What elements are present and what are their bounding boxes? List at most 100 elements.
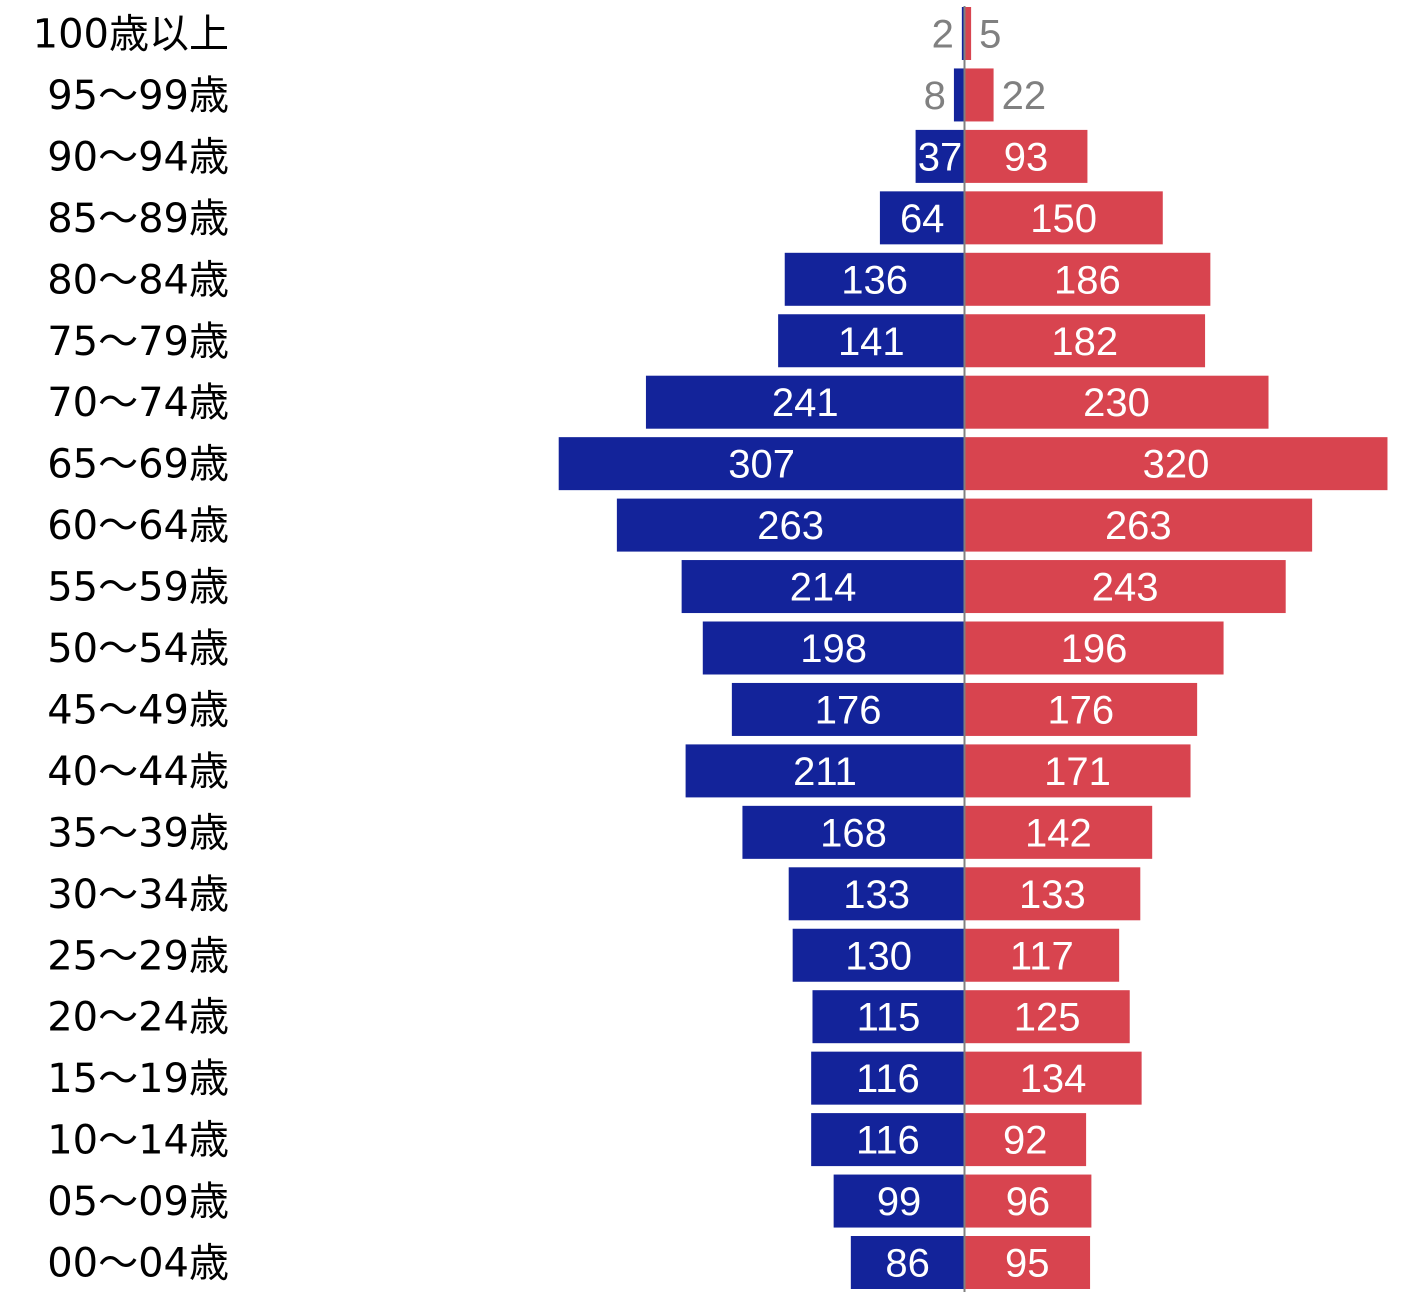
category-labels: 100歳以上 95〜99歳 90〜94歳 85〜89歳 80〜84歳 75〜79歳 70〜7… [33,12,229,1287]
bar-left [811,1051,965,1105]
value-label-left: 211 [793,750,857,794]
value-label-left: 8 [924,74,946,118]
category-label: 05〜09歳 [47,1179,229,1225]
bar-left [961,7,965,60]
bar-left [792,928,965,982]
category-label: 70〜74歳 [47,380,229,426]
bar-left [681,560,965,614]
value-label-left: 176 [815,688,882,732]
bar-left [616,498,965,552]
category-label: 50〜54歳 [47,626,229,672]
category-label: 35〜39歳 [47,810,229,856]
value-label-right: 125 [1014,996,1081,1040]
bar-right [964,7,972,60]
category-label: 55〜59歳 [47,565,229,611]
bar-left [850,1236,965,1289]
bar-left [915,129,965,183]
bar-left [558,437,965,491]
value-label-right: 142 [1025,811,1092,855]
value-label-right: 22 [1002,74,1047,118]
category-label: 60〜64歳 [47,503,229,549]
value-label-left: 86 [885,1242,930,1286]
bar-right [964,1236,1091,1289]
category-label: 95〜99歳 [47,73,229,119]
bar-right [964,805,1153,859]
value-label-right: 320 [1143,443,1210,487]
bar-right [964,252,1211,306]
bar-right [964,1051,1142,1105]
category-label: 00〜04歳 [47,1241,229,1287]
bar-left [742,805,965,859]
value-label-right: 171 [1044,750,1111,794]
category-label: 25〜29歳 [47,933,229,979]
value-label-right: 182 [1051,320,1118,364]
value-label-left: 136 [841,258,908,302]
category-label: 30〜34歳 [47,872,229,918]
bar-left [702,621,965,675]
value-labels: 2 58 22 37 93 64 150 136 186 141 182 241 230 307 320 26… [728,13,1209,1286]
bar-right [964,682,1198,736]
value-label-right: 186 [1054,258,1121,302]
value-label-right: 117 [1010,934,1074,978]
bar-left [811,1113,965,1167]
value-label-left: 198 [800,627,867,671]
category-label: 65〜69歳 [47,442,229,488]
value-label-right: 95 [1005,1242,1050,1286]
value-label-left: 116 [856,1057,920,1101]
value-label-right: 230 [1083,381,1150,425]
value-label-left: 263 [757,504,824,548]
value-label-right: 196 [1061,627,1128,671]
value-label-left: 116 [856,1119,920,1163]
bar-left [731,682,965,736]
bar-left [953,68,965,122]
bar-right [964,1174,1092,1228]
bar-left [685,744,965,798]
bar-left [879,191,965,245]
bar-right [964,990,1130,1044]
bar-right [964,314,1206,368]
value-label-left: 168 [820,811,887,855]
left-series-bars [558,7,965,1289]
category-label: 100歳以上 [33,12,229,58]
bar-right [964,928,1120,982]
category-label: 80〜84歳 [47,257,229,303]
bar-right [964,375,1269,429]
value-label-left: 37 [918,135,963,179]
value-label-left: 2 [932,13,954,57]
value-label-left: 307 [728,443,795,487]
bar-left [784,252,965,306]
category-label: 40〜44歳 [47,749,229,795]
value-label-left: 241 [772,381,839,425]
bar-right [964,867,1141,921]
bar-right [964,560,1286,614]
value-label-right: 263 [1105,504,1172,548]
bar-left [645,375,965,429]
value-label-left: 133 [843,873,910,917]
bar-right [964,68,994,122]
value-label-right: 243 [1092,566,1159,610]
value-label-left: 130 [845,934,912,978]
right-series-bars [964,7,1388,1289]
value-label-right: 5 [979,13,1001,57]
bar-left [778,314,965,368]
bar-right [964,498,1313,552]
bar-right [964,191,1163,245]
value-label-right: 92 [1003,1119,1048,1163]
bar-left [812,990,965,1044]
category-label: 75〜79歳 [47,319,229,365]
value-label-left: 99 [877,1180,922,1224]
bar-right [964,437,1388,491]
value-label-left: 214 [790,566,857,610]
category-label: 90〜94歳 [47,134,229,180]
value-label-left: 141 [838,320,905,364]
bar-right [964,129,1088,183]
category-label: 10〜14歳 [47,1118,229,1164]
category-label: 20〜24歳 [47,995,229,1041]
category-label: 85〜89歳 [47,196,229,242]
value-label-right: 134 [1020,1057,1087,1101]
value-label-left: 115 [857,996,921,1040]
value-label-right: 176 [1047,688,1114,732]
category-label: 45〜49歳 [47,687,229,733]
bar-right [964,744,1191,798]
